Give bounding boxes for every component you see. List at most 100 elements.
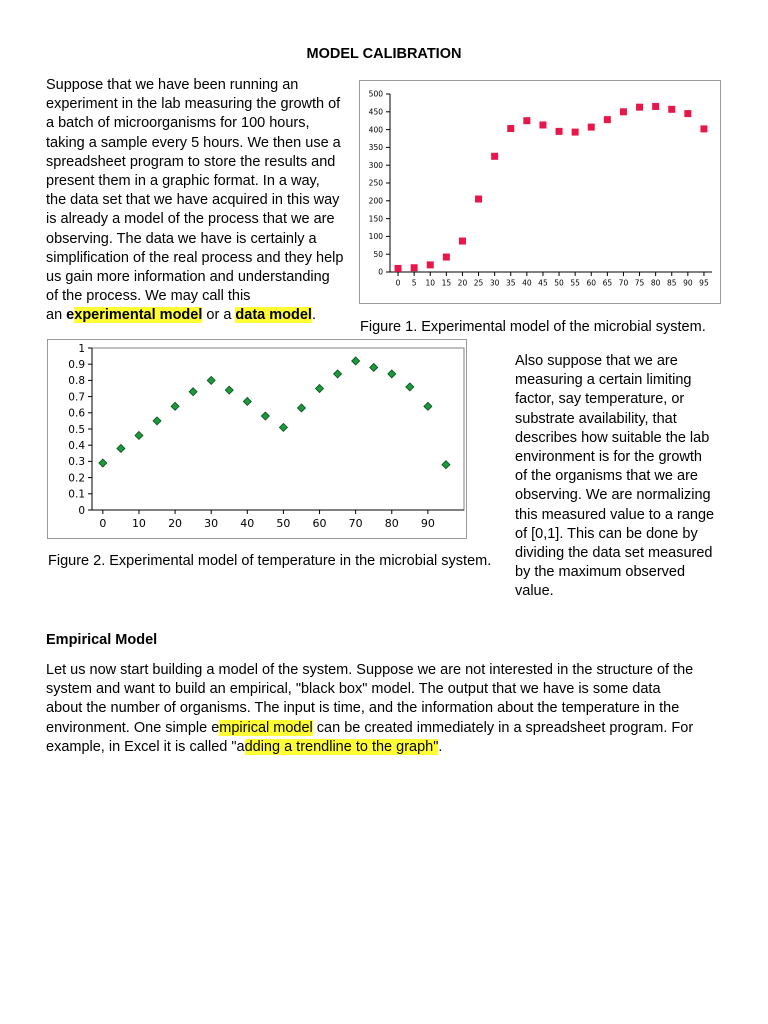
data-point — [296, 403, 307, 413]
intro-line: of the process. We may call this — [46, 288, 251, 305]
y-tick-label: 200 — [369, 197, 384, 206]
figure1-caption: Figure 1. Experimental model of the micr… — [360, 319, 706, 335]
side-line: Also suppose that we are — [515, 353, 678, 369]
empirical-line: Let us now start building a model of the… — [46, 662, 694, 678]
x-tick-label: 90 — [683, 279, 693, 288]
x-tick-label: 25 — [474, 279, 484, 288]
data-point — [619, 108, 627, 116]
figure1-chart: 0 50 100 150 200 250 300 350 400 450 500 0 5 10 15 20 25… — [359, 80, 721, 304]
intro-paragraph: Suppose that we have been running an exp… — [46, 76, 366, 326]
x-tick-label: 15 — [442, 279, 452, 288]
data-point — [410, 264, 418, 272]
term-data-model: data model — [235, 307, 312, 324]
term-experimental-model: xperimental model — [74, 307, 203, 324]
data-point — [278, 422, 288, 432]
empirical-line4-prefix: environment. One simple e — [46, 719, 220, 736]
y-tick-label: 0.9 — [68, 359, 85, 371]
data-point — [333, 369, 343, 379]
empirical-line5-suffix: . — [438, 738, 443, 755]
y-tick-label: 0.7 — [68, 391, 85, 403]
data-point — [314, 383, 325, 394]
y-tick-label: 150 — [369, 214, 384, 223]
data-point — [603, 116, 611, 124]
figure2-caption: Figure 2. Experimental model of temperat… — [48, 553, 492, 569]
y-tick-label: 250 — [369, 179, 384, 188]
y-tick-label: 0.8 — [68, 375, 85, 387]
x-tick-label: 95 — [699, 279, 709, 288]
side-line: describes how suitable the lab — [515, 429, 710, 446]
data-point — [134, 430, 144, 441]
data-point — [387, 369, 397, 379]
intro-line: Suppose that we have been running an — [46, 77, 299, 93]
x-tick-label: 60 — [586, 279, 596, 288]
data-point — [636, 103, 644, 111]
intro-prefix: an — [46, 307, 67, 324]
data-point — [423, 401, 433, 411]
data-point — [523, 117, 531, 125]
side-line: environment is for the growth — [515, 449, 702, 466]
data-point — [170, 401, 180, 411]
y-tick-label: 0.1 — [68, 489, 85, 501]
side-line: factor, say temperature, or — [515, 391, 685, 408]
intro-line: taking a sample every 5 hours. We then u… — [46, 134, 341, 151]
data-point — [405, 382, 415, 392]
data-point — [98, 458, 108, 468]
y-tick-label: 500 — [369, 90, 384, 99]
data-point — [369, 362, 379, 373]
side-line: of the organisms that we are — [515, 468, 698, 485]
data-point — [394, 264, 402, 272]
data-point — [684, 110, 692, 118]
y-tick-label: 300 — [369, 161, 384, 170]
empirical-line: system and want to build an empirical, "… — [46, 681, 661, 698]
empirical-line4-suffix: can be created immediately in a spreadsh… — [312, 719, 694, 736]
intro-line: a batch of microorganisms for 100 hours, — [46, 115, 310, 132]
x-tick-label: 10 — [132, 517, 146, 530]
y-tick-label: 50 — [373, 250, 383, 259]
y-tick-label: 0.3 — [68, 456, 85, 468]
x-tick-label: 70 — [619, 279, 629, 288]
y-tick-label: 0.6 — [68, 408, 85, 420]
empirical-line: example, in Excel it is called "adding a… — [46, 738, 746, 757]
x-tick-label: 55 — [570, 279, 580, 288]
data-point — [152, 416, 162, 426]
figure2-svg: 00.10.20.30.40.50.60.70.80.910 10 20 30 40 50… — [68, 343, 465, 530]
x-tick-label: 20 — [168, 517, 182, 530]
plot-area — [91, 347, 465, 511]
data-point — [491, 152, 499, 160]
data-point — [458, 237, 466, 245]
empirical-line: about the number of organisms. The input… — [46, 700, 680, 717]
intro-line: simplification of the real process and t… — [46, 249, 344, 266]
intro-period: . — [311, 307, 316, 324]
y-tick-label: 350 — [369, 143, 384, 152]
y-tick-label: 0.4 — [68, 440, 85, 452]
data-point — [587, 123, 595, 131]
side-line: value. — [515, 583, 554, 600]
data-point — [507, 125, 515, 133]
data-point — [260, 411, 270, 421]
data-point — [700, 125, 708, 133]
side-line: measuring a certain limiting — [515, 372, 692, 389]
x-tick-label: 40 — [240, 517, 254, 530]
intro-line: us gain more information and understandi… — [46, 269, 330, 286]
x-tick-label: 50 — [554, 279, 564, 288]
x-tick-label: 35 — [506, 279, 516, 288]
figure1-svg: 0 50 100 150 200 250 300 350 400 450 500 0 5 10 15 20 25… — [369, 90, 712, 288]
x-tick-label: 75 — [635, 279, 645, 288]
section-heading-empirical-model: Empirical Model — [46, 632, 158, 648]
side-line: this measured value to a range — [515, 506, 715, 523]
x-tick-label: 0 — [396, 279, 401, 288]
data-point — [652, 102, 660, 110]
intro-line: spreadsheet program to store the results… — [46, 153, 336, 170]
data-point — [539, 121, 547, 129]
side-paragraph: Also suppose that we are measuring a cer… — [515, 352, 730, 602]
intro-line: the data set that we have acquired in th… — [46, 192, 340, 209]
data-point — [351, 356, 361, 366]
data-point — [116, 443, 126, 454]
x-tick-label: 0 — [99, 517, 106, 530]
x-tick-label: 5 — [412, 279, 417, 288]
data-point — [442, 253, 450, 261]
figure2-chart: 0 0.1 0.2 0.3 0.4 0.5 0.6 0.7 0.8 0.9 1 0 10 20 30 40 50… — [47, 339, 467, 539]
intro-connector: or a — [202, 307, 236, 324]
x-tick-label: 30 — [490, 279, 500, 288]
side-line: substrate availability, that — [515, 410, 677, 427]
